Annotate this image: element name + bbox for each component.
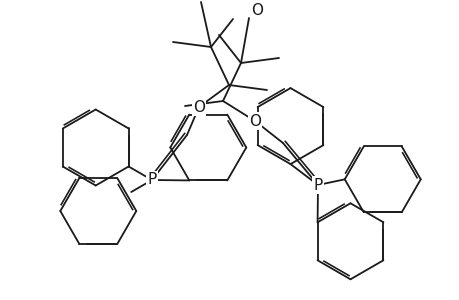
Text: P: P bbox=[147, 172, 156, 188]
Text: P: P bbox=[313, 178, 322, 193]
Text: O: O bbox=[251, 2, 263, 17]
Text: O: O bbox=[184, 0, 196, 2]
Text: O: O bbox=[193, 100, 205, 115]
Text: O: O bbox=[248, 113, 260, 128]
